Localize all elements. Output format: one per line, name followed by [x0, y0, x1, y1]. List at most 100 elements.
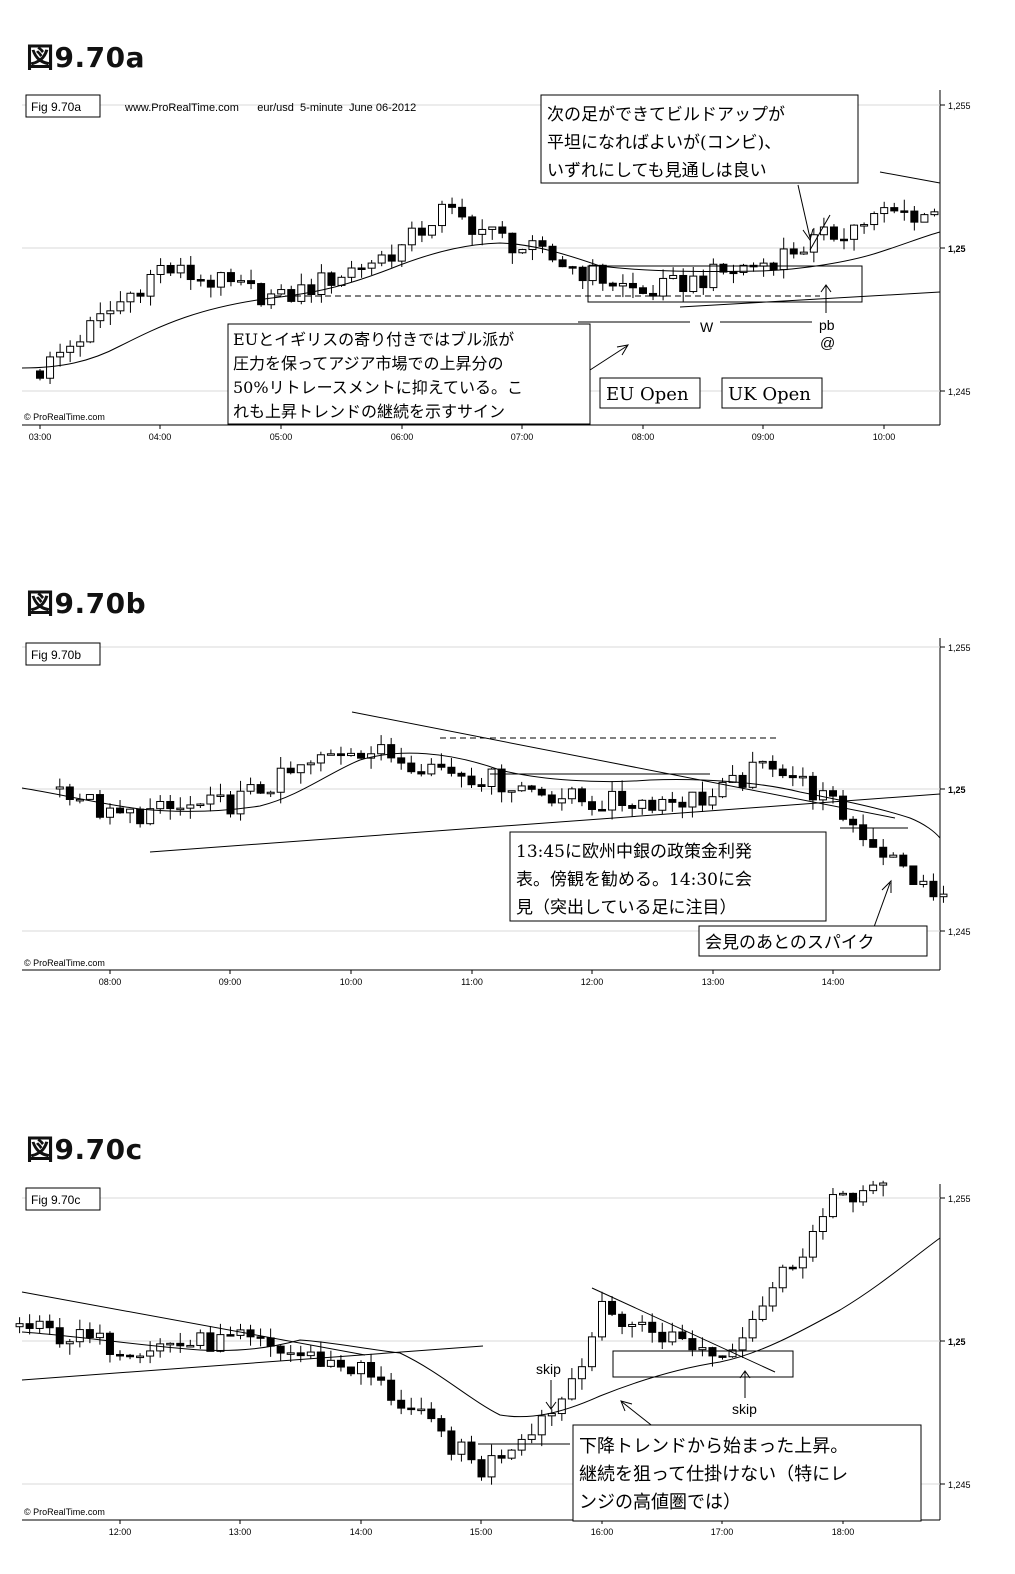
candle-body	[860, 224, 869, 227]
candle-body	[468, 216, 477, 235]
moving-average-line	[21, 1237, 941, 1418]
x-tick-label: 06:00	[391, 432, 414, 442]
y-tick-label: 1,245	[948, 1480, 971, 1490]
candle-body	[628, 1323, 637, 1327]
candle-body	[146, 1350, 155, 1357]
annotation-line: 下降トレンドから始まった上昇。	[579, 1436, 848, 1457]
trendline	[591, 1287, 776, 1373]
watermark: © ProRealTime.com	[24, 1507, 105, 1517]
candle-body	[537, 788, 546, 796]
candle-body	[738, 774, 747, 788]
candle-body	[799, 251, 808, 255]
candle-body	[478, 228, 487, 235]
chart-section-a: 図9.70a 1,255 1,25 1,245 03:00 04:00 05:0…	[0, 0, 1015, 470]
annotation-line: 会見のあとのスパイク	[705, 933, 875, 953]
candle-body	[859, 1190, 868, 1203]
candle-body	[689, 275, 698, 293]
candle-body	[146, 808, 155, 825]
x-tick-label: 15:00	[470, 1527, 493, 1537]
candle-body	[688, 1338, 697, 1351]
candle-body	[126, 1354, 135, 1358]
candle-body	[718, 1355, 727, 1358]
candle-body	[327, 272, 336, 286]
candle-body	[507, 790, 516, 793]
candle-body	[186, 1344, 195, 1348]
candle-body	[577, 1366, 586, 1380]
x-axis-a	[39, 425, 885, 429]
annotation-line: EUとイギリスの寄り付きではブル派が	[233, 330, 514, 349]
candle-body	[688, 791, 697, 808]
candle-body	[939, 893, 948, 898]
candle-body	[326, 1359, 335, 1367]
annotation-line: UK Open	[728, 384, 811, 405]
candle-body	[216, 1334, 225, 1352]
candle-body	[367, 262, 376, 269]
candle-body	[517, 785, 526, 792]
candle-body	[648, 799, 657, 811]
y-tick-label: 1,255	[948, 1194, 971, 1204]
pattern-label-w: W	[700, 319, 714, 335]
trendline	[21, 1291, 366, 1356]
candle-body	[45, 1320, 54, 1329]
y-tick-label: 1,255	[948, 101, 971, 111]
candle-body	[518, 249, 527, 254]
candle-body	[306, 762, 315, 766]
annotation-line: 平坦になればよいが(コンビ)、	[547, 133, 781, 153]
candle-body	[598, 808, 607, 812]
candle-body	[497, 1455, 506, 1459]
candle-body	[166, 800, 175, 810]
annotation-line: 見（突出している足に注目）	[516, 898, 737, 918]
candle-body	[95, 1332, 104, 1339]
y-tick-label: 1,25	[948, 244, 966, 254]
candle-body	[407, 1407, 416, 1411]
candle-body	[709, 263, 718, 289]
candle-body	[276, 767, 285, 793]
candle-body	[336, 1359, 345, 1368]
candle-body	[166, 264, 175, 274]
trendline	[679, 291, 941, 308]
candle-body	[367, 1362, 376, 1378]
x-tick-label: 10:00	[873, 432, 896, 442]
candle-body	[818, 790, 827, 801]
candle-body	[909, 865, 918, 885]
candle-body	[306, 1351, 315, 1357]
candle-body	[256, 1336, 265, 1339]
candle-body	[387, 1379, 396, 1401]
annotation-line: ンジの高値圏では）	[579, 1492, 741, 1513]
candle-body	[899, 854, 908, 867]
candle-body	[176, 807, 185, 811]
candle-body	[347, 267, 356, 278]
candle-body	[870, 213, 879, 226]
candle-body	[307, 284, 316, 296]
candle-body	[126, 292, 135, 303]
candle-body	[206, 279, 215, 288]
candle-body	[136, 1355, 145, 1359]
arrow-head	[616, 344, 629, 356]
candle-body	[808, 1231, 817, 1258]
candle-body	[598, 1300, 606, 1338]
candle-body	[427, 763, 436, 775]
x-tick-label: 07:00	[511, 432, 534, 442]
candle-body	[437, 763, 446, 768]
candle-body	[587, 1336, 596, 1368]
candle-body	[116, 807, 125, 814]
chart-heading-a: 図9.70a	[26, 41, 145, 74]
candle-body	[859, 824, 868, 841]
candle-body	[417, 1408, 426, 1412]
trendline	[351, 711, 896, 819]
chart-section-b: 図9.70b 1,255 1,25 1,245 08:00 09:00 10:0…	[0, 560, 1015, 1010]
candle-body	[397, 1399, 406, 1409]
candle-body	[206, 794, 215, 805]
arrow-head	[820, 284, 832, 293]
x-tick-label: 03:00	[29, 432, 52, 442]
candle-body	[679, 274, 688, 293]
candle-body	[75, 798, 84, 802]
candle-body	[557, 798, 566, 804]
candle-body	[286, 767, 295, 774]
chart-heading-c: 図9.70c	[26, 1133, 143, 1166]
candle-body	[46, 356, 55, 379]
x-tick-label: 12:00	[581, 977, 604, 987]
candle-body	[768, 760, 777, 770]
annotation-line: れも上昇トレンドの継続を示すサイン	[233, 402, 505, 421]
candle-body	[417, 227, 426, 236]
